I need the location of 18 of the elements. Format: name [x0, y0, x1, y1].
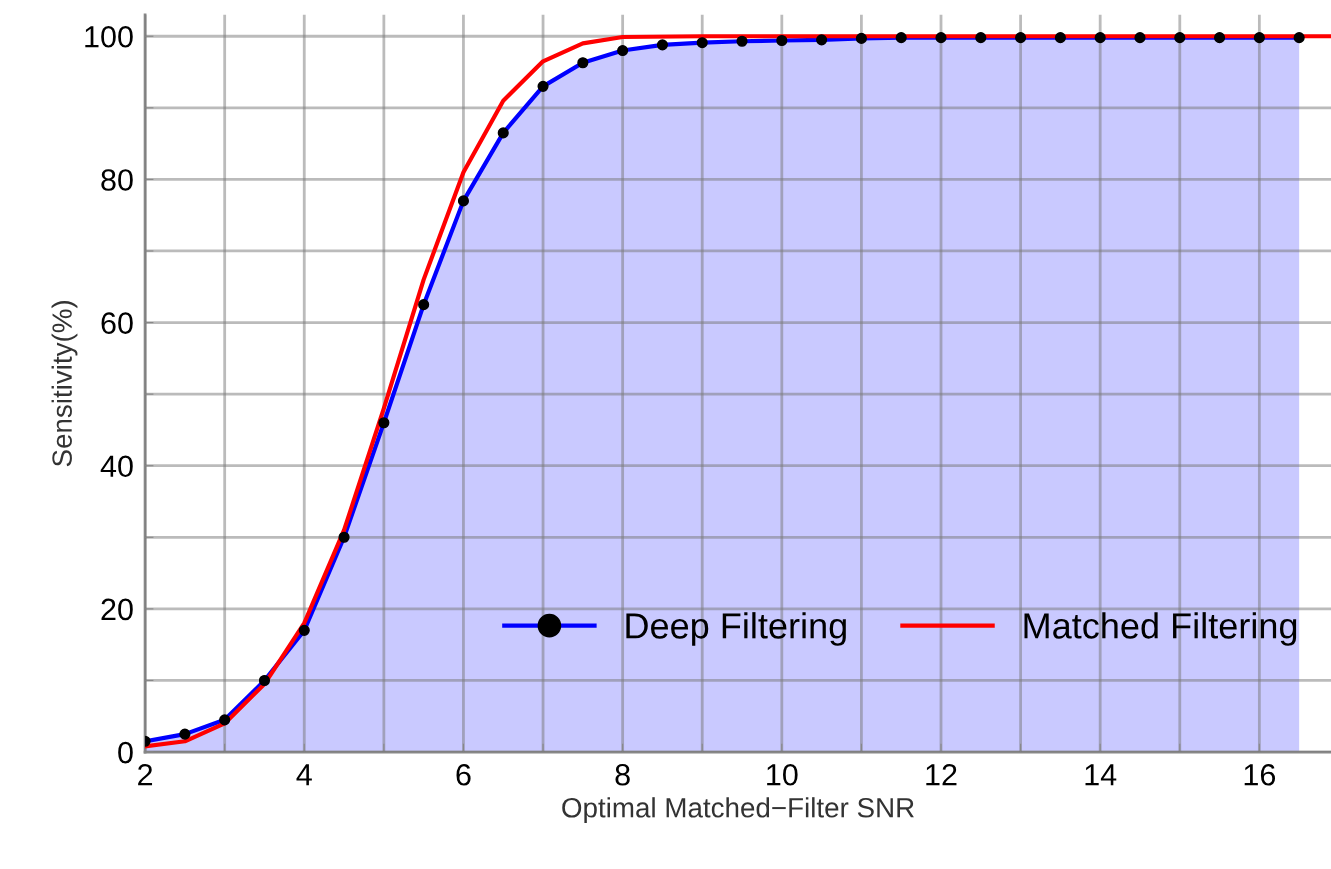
- legend-label: Deep Filtering: [626, 612, 846, 646]
- x-tick-label: 8: [615, 763, 630, 786]
- x-tick-label: 14: [1085, 764, 1117, 786]
- y-tick-label: 80: [101, 169, 133, 191]
- x-tick-label: 12: [926, 763, 957, 786]
- x-tick-label: 2: [138, 763, 153, 786]
- legend-label: Matched Filtering: [1024, 612, 1297, 646]
- x-tick-label: 16: [1244, 763, 1276, 786]
- y-tick-label: 100: [85, 25, 133, 48]
- x-tick-label: 10: [767, 763, 798, 786]
- x-tick-label: 4: [296, 764, 312, 786]
- y-tick-label: 20: [101, 598, 133, 621]
- y-axis-title: Sensitivity(%): [51, 301, 78, 467]
- x-axis-title: Optimal Matched−Filter SNR: [562, 797, 914, 824]
- y-tick-label: 0: [118, 741, 133, 764]
- x-tick-label: 6: [456, 763, 471, 786]
- y-tick-label: 40: [100, 455, 133, 478]
- y-tick-label: 60: [101, 312, 133, 334]
